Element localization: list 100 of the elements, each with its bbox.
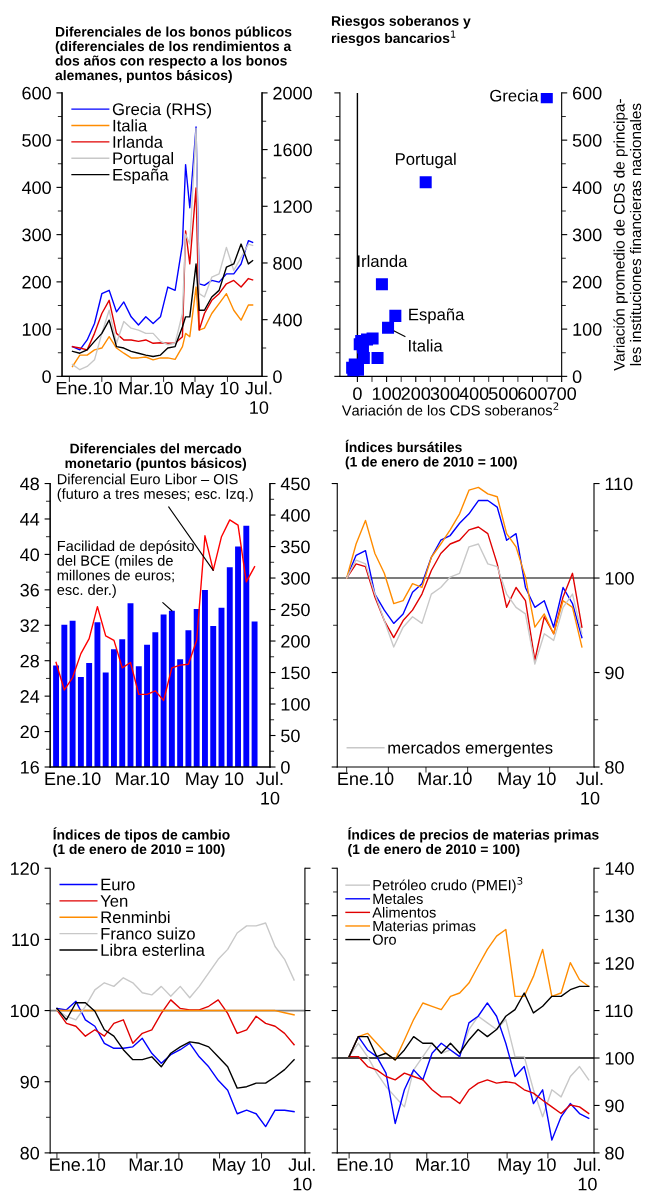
legend-label: Materias primas: [373, 920, 476, 935]
y-tick-label: 80: [20, 1146, 40, 1160]
x-tick-label: 300: [430, 387, 460, 401]
legend-label: Petróleo crudo (PMEI)$^{3}$: [373, 876, 523, 894]
x-tick-label: May 10: [498, 1158, 556, 1175]
chart-title: Diferenciales del mercado monetario (puntos básicos): [65, 443, 247, 471]
y-tick-label: 200: [572, 275, 602, 289]
chart-title: Índices de precios de materias primas (1 de enero de 2010 = 100): [348, 827, 599, 857]
legend-label: Euro: [101, 878, 135, 891]
y-tick-label: 90: [605, 1099, 624, 1113]
y-tick-label: 120: [605, 957, 634, 970]
y2-tick-label: 350: [281, 540, 310, 554]
x-axis-title: Variación de los CDS soberanos$^{2}$: [341, 402, 559, 416]
legend-label: España: [113, 168, 169, 184]
legend-label: Franco suizo: [101, 927, 195, 940]
x-tick-label: 200: [401, 387, 431, 401]
annotation: España: [409, 308, 465, 324]
chart-title: Índices de tipos de cambio (1 de enero de 2010 = 100): [53, 827, 230, 857]
y2-tick-label: 400: [280, 508, 310, 522]
x-tick-label: Mar.10: [129, 1158, 183, 1172]
y2-tick-label: 2000: [273, 86, 312, 100]
y-tick-label: 140: [605, 862, 634, 875]
x-tick-label: 600: [518, 387, 547, 401]
x-tick-label: Ene.10: [337, 1158, 393, 1172]
legend-label: Oro: [372, 934, 396, 945]
y-tick-label: 100: [605, 571, 634, 585]
legend-label: Grecia (RHS): [112, 102, 212, 119]
y2-tick-label: 1200: [273, 200, 312, 213]
y2-tick-label: 0: [273, 370, 282, 384]
x-tick-label: Jul. 10: [573, 1157, 600, 1191]
y2-tick-label: 150: [281, 666, 310, 680]
x-tick-label: Jul. 10: [256, 771, 283, 805]
y-tick-label: 100: [22, 323, 51, 336]
y-tick-label: 500: [22, 134, 51, 147]
x-tick-label: May 10: [498, 772, 556, 789]
y-tick-label: 300: [22, 228, 51, 242]
x-tick-label: Ene.10: [338, 772, 394, 786]
y2-tick-label: 450: [280, 477, 310, 491]
x-tick-label: Mar.10: [416, 1158, 470, 1172]
x-tick-label: Mar.10: [418, 772, 472, 786]
y2-tick-label: 1600: [273, 143, 312, 157]
y-tick-label: 120: [11, 862, 40, 875]
chart-title: Riesgos soberanos y riesgos bancarios$^{1}$: [331, 15, 471, 46]
y-tick-label: 0: [572, 370, 582, 384]
legend-label: Alimentos: [372, 906, 436, 918]
y-tick-label: 600: [572, 86, 602, 100]
x-tick-label: 500: [488, 387, 518, 401]
legend-label: Portugal: [113, 152, 173, 168]
legend-label: Yen: [100, 895, 128, 907]
y-tick-label: 400: [21, 181, 51, 195]
y2-tick-label: 0: [281, 760, 290, 774]
legend-label: Renminbi: [101, 910, 170, 924]
x-tick-label: Ene.10: [56, 381, 112, 395]
chart-title: Diferenciales de los bonos públicos (diferenciales de los rendimientos a dos años con respecto a los bonos alemanes, puntos básicos): [55, 26, 292, 83]
legend-label: Irlanda: [113, 135, 163, 148]
x-tick-label: Ene.10: [45, 772, 101, 786]
x-tick-label: May 10: [213, 1158, 271, 1175]
chart-title: Índices bursátiles (1 de enero de 2010 = 100): [345, 439, 517, 470]
annotation: Grecia: [490, 89, 539, 102]
y-tick-label: 400: [572, 181, 602, 195]
y-tick-label: 200: [22, 275, 51, 289]
y-tick-label: 48: [20, 477, 39, 491]
series-label: Facilidad de depósito del BCE (miles de millones de euros; esc. der.): [57, 540, 194, 598]
y-tick-label: 90: [605, 666, 624, 680]
y2-tick-label: 100: [281, 697, 310, 711]
y-tick-label: 600: [22, 86, 51, 100]
x-tick-label: 100: [372, 387, 401, 401]
y-tick-label: 0: [42, 370, 51, 384]
x-tick-label: 0: [353, 387, 362, 401]
y2-tick-label: 250: [281, 603, 310, 617]
y-tick-label: 130: [605, 909, 634, 923]
y-tick-label: 80: [605, 1146, 624, 1160]
annotation: Portugal: [396, 152, 456, 169]
y-tick-label: 40: [20, 548, 40, 562]
series-label: Diferencial Euro Libor – OIS (futuro a tres meses; esc. Izq.): [57, 473, 253, 502]
x-tick-label: Jul. 10: [576, 771, 603, 805]
y-tick-label: 24: [20, 690, 40, 703]
x-tick-label: Jul. 10: [245, 381, 272, 414]
legend-label: mercados emergentes: [388, 741, 553, 757]
x-tick-label: Jul. 10: [288, 1157, 315, 1191]
y-tick-label: 16: [21, 760, 39, 774]
y2-tick-label: 400: [272, 313, 302, 327]
legend-label: Metales: [373, 893, 423, 905]
legend-label: Libra esterlina: [101, 943, 205, 956]
y2-tick-label: 200: [281, 634, 310, 648]
annotation: Irlanda: [357, 254, 408, 268]
y-tick-label: 28: [20, 654, 39, 668]
x-tick-label: 700: [547, 387, 577, 401]
x-tick-label: 400: [459, 387, 489, 401]
y-tick-label: 110: [605, 1004, 633, 1018]
annotation: Italia: [409, 339, 443, 352]
y2-tick-label: 300: [281, 571, 310, 585]
x-tick-label: Ene.10: [50, 1158, 106, 1172]
y-axis-title: Variación promedio de CDS de principa- les instituciones financieras nacionales: [613, 99, 642, 371]
y-tick-label: 100: [605, 1051, 634, 1065]
x-tick-label: May 10: [181, 381, 239, 399]
x-tick-label: May 10: [186, 772, 244, 789]
y-tick-label: 500: [572, 134, 602, 147]
y-tick-label: 110: [605, 477, 633, 491]
y-tick-label: 110: [12, 933, 40, 947]
